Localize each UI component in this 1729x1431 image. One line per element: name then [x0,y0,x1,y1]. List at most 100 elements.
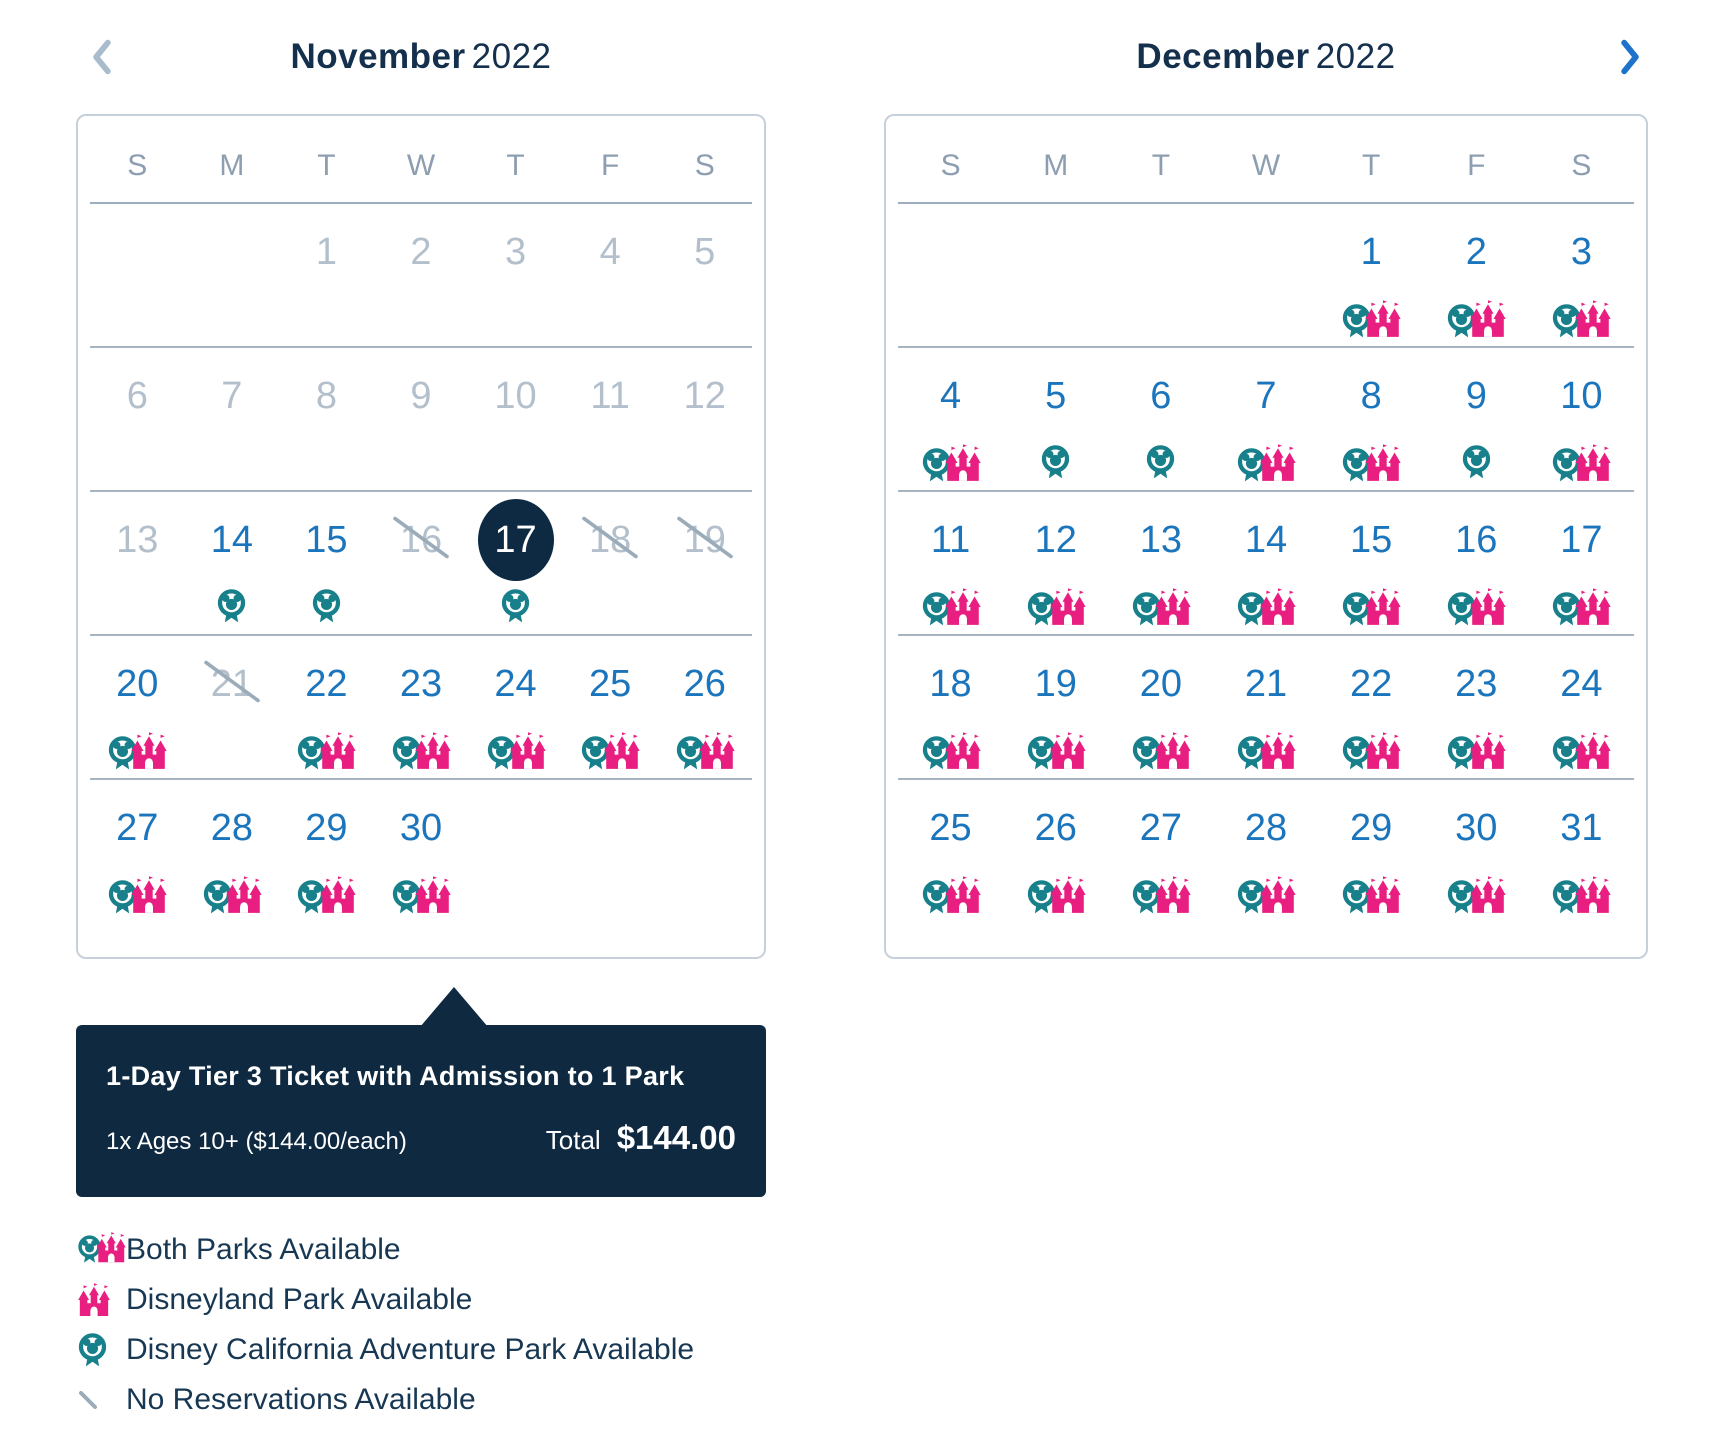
day-december-19[interactable]: 19 [1003,636,1108,778]
day-header: T [1151,149,1171,182]
day-availability [295,876,357,922]
day-december-12[interactable]: 12 [1003,492,1108,634]
day-november-12: 12 [657,348,752,490]
day-number: 19 [1034,662,1077,705]
week-row: 11 12 13 [898,492,1634,636]
day-december-13[interactable]: 13 [1108,492,1213,634]
day-december-16[interactable]: 16 [1424,492,1529,634]
week-row: 6 7 8 9 10 11 12 [90,348,752,492]
day-november-27[interactable]: 27 [90,780,185,924]
disneyland-castle-icon [699,732,735,769]
both-parks-icon [1550,876,1612,920]
ticket-title: 1-Day Tier 3 Ticket with Admission to 1 … [106,1061,685,1091]
day-december-8[interactable]: 8 [1319,348,1424,490]
day-availability [1445,300,1507,346]
day-number: 1 [315,230,337,273]
selected-day-circle: 17 [477,499,554,581]
day-november-23[interactable]: 23 [374,636,469,778]
day-december-20[interactable]: 20 [1108,636,1213,778]
day-november-24[interactable]: 24 [468,636,563,778]
both-parks-icon [1235,588,1297,632]
day-december-5[interactable]: 5 [1003,348,1108,490]
day-november-28[interactable]: 28 [185,780,280,924]
both-parks-icon [1550,300,1612,344]
day-december-1[interactable]: 1 [1319,204,1424,346]
both-parks-icon [1130,732,1192,776]
month-title-december: December 2022 [1136,37,1395,77]
day-number: 10 [1560,374,1603,417]
day-november-20[interactable]: 20 [90,636,185,778]
month-year: 2022 [1315,37,1396,76]
dca-badge-icon [1553,304,1581,338]
day-number: 11 [930,518,971,561]
dca-badge-icon [1027,592,1055,626]
dca-badge-icon [922,592,950,626]
day-availability [1130,732,1192,778]
day-december-6[interactable]: 6 [1108,348,1213,490]
day-december-30[interactable]: 30 [1424,780,1529,924]
next-month-button[interactable] [1614,35,1646,79]
both-parks-icon [1340,300,1402,344]
day-december-27[interactable]: 27 [1108,780,1213,924]
day-december-18[interactable]: 18 [898,636,1003,778]
legend-label: Both Parks Available [126,1233,401,1266]
disneyland-castle-icon [509,732,546,769]
prev-month-button[interactable] [86,35,118,79]
chevron-right-icon [1621,39,1639,75]
disneyland-castle-icon [1575,732,1612,769]
day-november-29[interactable]: 29 [279,780,374,924]
day-november-14[interactable]: 14 [185,492,280,634]
day-december-21[interactable]: 21 [1213,636,1318,778]
day-november-30[interactable]: 30 [374,780,469,924]
day-december-15[interactable]: 15 [1319,492,1424,634]
day-november-22[interactable]: 22 [279,636,374,778]
dca-badge-icon [1448,736,1476,770]
day-header: T [1361,149,1381,182]
day-december-24[interactable]: 24 [1529,636,1634,778]
day-availability [1550,732,1612,778]
day-number: 22 [1349,662,1393,705]
day-availability [1235,732,1297,778]
day-december-17[interactable]: 17 [1529,492,1634,634]
day-availability [1039,444,1072,490]
day-december-23[interactable]: 23 [1424,636,1529,778]
day-number: 3 [1570,230,1592,273]
both-parks-icon [1025,588,1087,632]
calendar-december: S M T W T F S 1 2 3 [884,114,1648,959]
day-december-31[interactable]: 31 [1529,780,1634,924]
both-parks-icon [1235,876,1297,920]
day-december-10[interactable]: 10 [1529,348,1634,490]
day-december-11[interactable]: 11 [898,492,1003,634]
disneyland-castle-icon [415,732,451,769]
day-november-26[interactable]: 26 [657,636,752,778]
day-december-7[interactable]: 7 [1213,348,1318,490]
day-december-28[interactable]: 28 [1213,780,1318,924]
day-december-14[interactable]: 14 [1213,492,1318,634]
december-header: December 2022 [884,26,1648,88]
day-december-29[interactable]: 29 [1319,780,1424,924]
dca-badge-icon [1027,880,1055,914]
day-november-17[interactable]: 17 [468,492,563,634]
day-december-3[interactable]: 3 [1529,204,1634,346]
day-number: 8 [315,374,337,417]
day-availability [674,732,736,778]
day-december-25[interactable]: 25 [898,780,1003,924]
day-number: 28 [210,806,253,849]
dca-badge-icon [1147,445,1175,479]
disneyland-castle-icon [1260,588,1296,625]
day-december-4[interactable]: 4 [898,348,1003,490]
day-december-22[interactable]: 22 [1319,636,1424,778]
day-availability [201,876,263,922]
day-december-26[interactable]: 26 [1003,780,1108,924]
day-december-2[interactable]: 2 [1424,204,1529,346]
day-november-15[interactable]: 15 [279,492,374,634]
disneyland-castle-icon [1155,876,1191,913]
both-parks-icon [1550,732,1612,776]
day-number: 5 [1045,374,1067,417]
day-availability [920,588,982,634]
day-availability [1025,588,1087,634]
chevron-left-icon [93,39,111,75]
no-reservations-slash-icon [79,1391,97,1409]
day-november-25[interactable]: 25 [563,636,658,778]
day-december-9[interactable]: 9 [1424,348,1529,490]
